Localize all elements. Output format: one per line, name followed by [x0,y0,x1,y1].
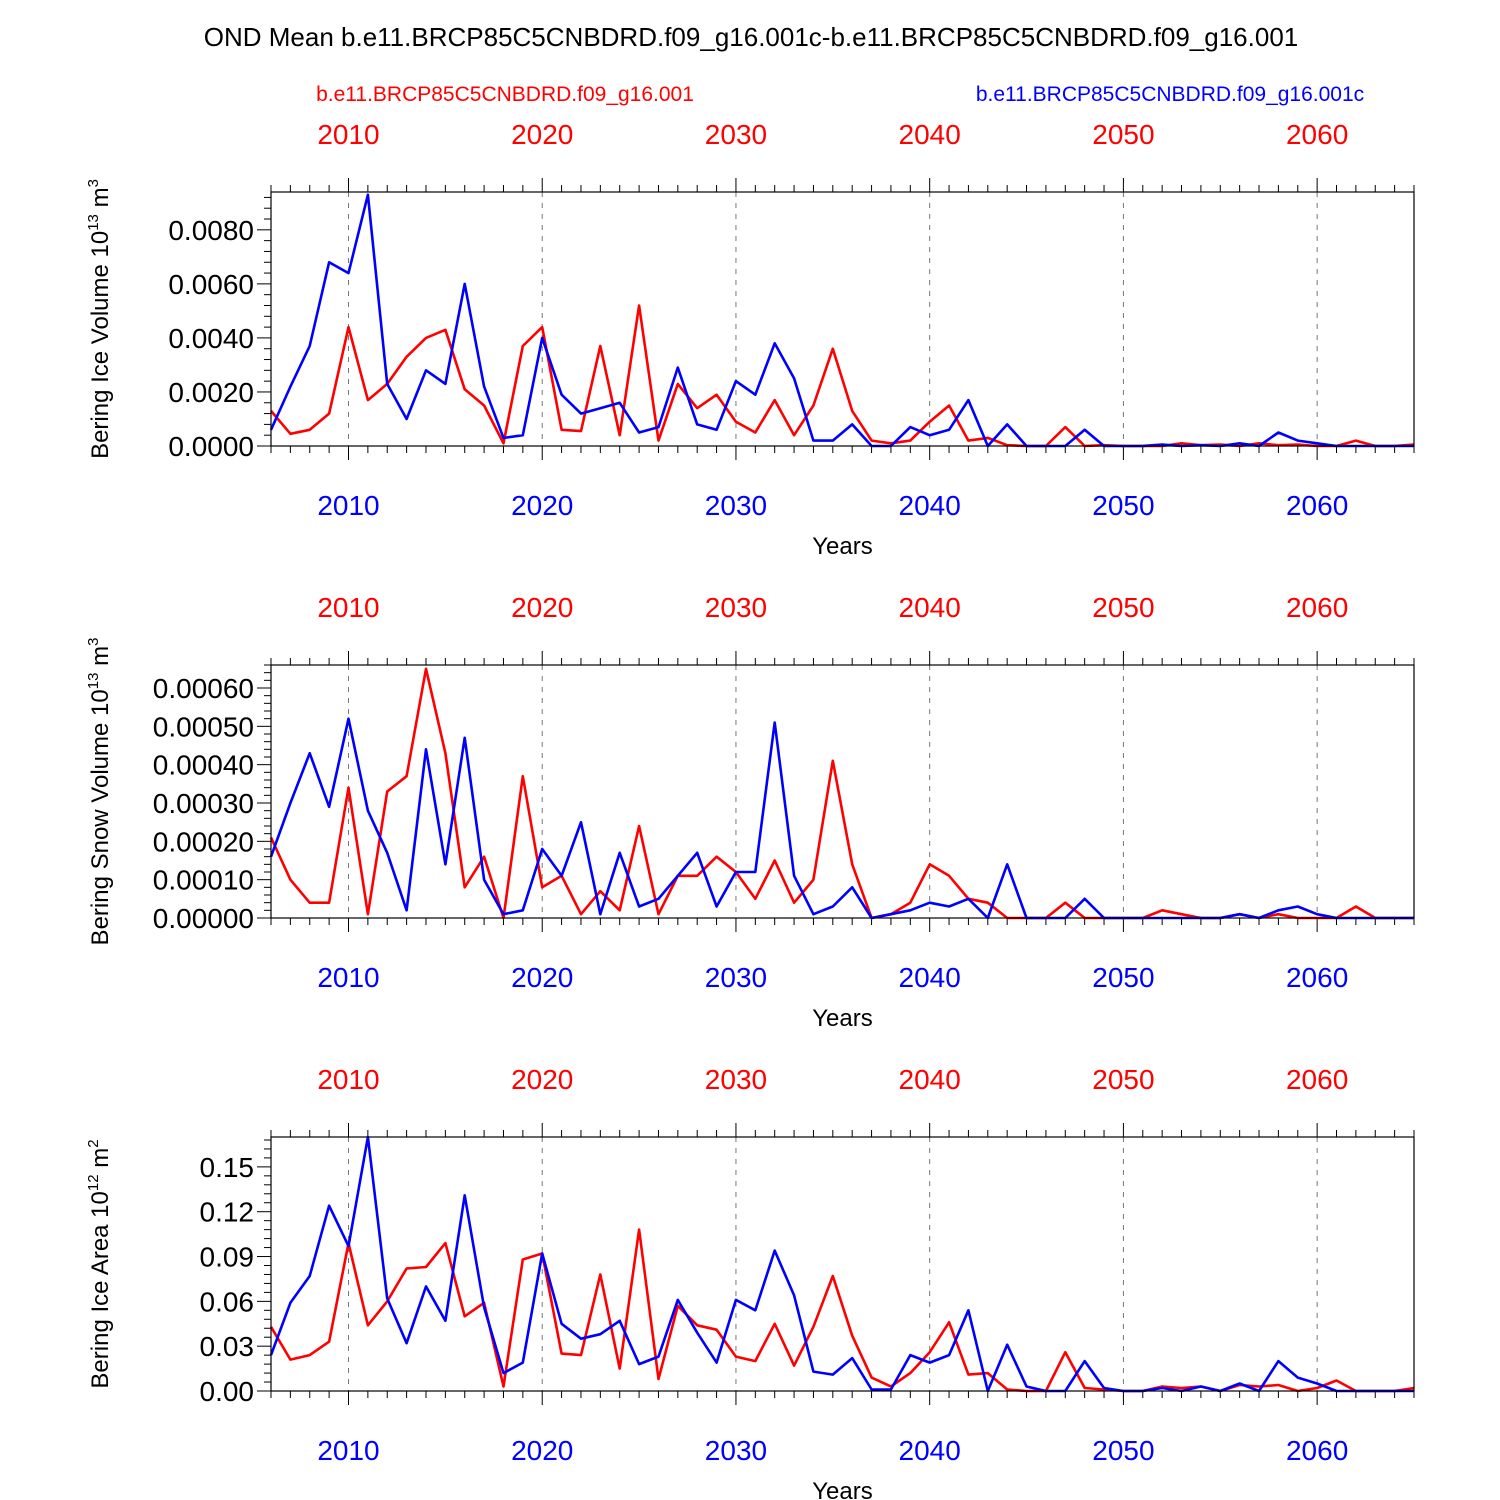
y-tick-label: 0.00020 [153,826,254,857]
panel-3: 0.00 0.03 0.06 0.09 0.12 0.15 2010 2010 2020 2020… [85,1064,1415,1500]
x-top-tick-label: 2040 [899,592,961,623]
x-bottom-tick-label: 2010 [317,1435,379,1466]
y-tick-label: 0.00050 [153,711,254,742]
series-line-blue [269,193,1414,448]
y-tick-label: 0.00030 [153,788,254,819]
x-bottom-tick-label: 2010 [317,962,379,993]
x-top-tick-label: 2020 [511,119,573,150]
panel-1: 0.0000 0.0020 0.0040 0.0060 0.0080 2010 2010 20… [85,119,1415,560]
y-tick-label: 0.00000 [153,903,254,934]
x-top-tick-label: 2010 [317,592,379,623]
y-tick-label: 0.15 [200,1152,255,1183]
x-bottom-tick-label: 2040 [899,1435,961,1466]
y-tick-label: 0.00060 [153,673,254,704]
y-axis-title: Bering Ice Volume 1013 m3 [85,179,114,459]
x-bottom-tick-label: 2050 [1092,490,1154,521]
y-tick-label: 0.0060 [168,269,254,300]
plot-frame [270,191,1415,447]
y-tick-label: 0.0080 [168,215,254,246]
x-bottom-tick-label: 2020 [511,962,573,993]
y-tick-label: 0.03 [200,1331,255,1362]
y-tick-label: 0.06 [200,1286,255,1317]
series-line-red [270,304,1415,448]
y-tick-label: 0.00040 [153,750,254,781]
x-bottom-tick-label: 2050 [1092,962,1154,993]
chart-title: OND Mean b.e11.BRCP85C5CNBDRD.f09_g16.00… [204,22,1299,52]
panel-2: 0.00000 0.00010 0.00020 0.00030 0.00040 0.000… [85,592,1415,1032]
plot-frame [270,664,1415,919]
x-top-tick-label: 2060 [1286,1064,1348,1095]
x-axis-title: Years [812,533,873,560]
x-bottom-tick-label: 2030 [705,490,767,521]
x-bottom-tick-label: 2060 [1286,490,1348,521]
y-axis-title: Bering Ice Area 1012 m2 [85,1139,114,1388]
x-top-tick-label: 2050 [1092,592,1154,623]
x-top-tick-label: 2020 [511,592,573,623]
x-top-tick-label: 2050 [1092,119,1154,150]
plot-frame [270,1136,1415,1392]
x-bottom-tick-label: 2020 [511,1435,573,1466]
x-top-tick-label: 2050 [1092,1064,1154,1095]
panels: 0.0000 0.0020 0.0040 0.0060 0.0080 2010 2010 20… [85,119,1415,1500]
x-top-tick-label: 2020 [511,1064,573,1095]
y-tick-label: 0.0000 [168,431,254,462]
x-bottom-tick-label: 2030 [705,962,767,993]
x-top-tick-label: 2040 [899,1064,961,1095]
y-tick-label: 0.0020 [168,377,254,408]
x-axis-title: Years [812,1478,873,1500]
y-tick-label: 0.09 [200,1242,255,1273]
y-tick-label: 0.0040 [168,323,254,354]
x-bottom-tick-label: 2050 [1092,1435,1154,1466]
series-line-blue [269,717,1414,920]
series-line-red [269,667,1414,920]
x-bottom-tick-label: 2020 [511,490,573,521]
y-tick-label: 0.12 [200,1197,255,1228]
x-bottom-tick-label: 2060 [1286,1435,1348,1466]
x-top-tick-label: 2060 [1286,592,1348,623]
x-top-tick-label: 2010 [317,1064,379,1095]
x-bottom-tick-label: 2010 [317,490,379,521]
series-line-blue [269,1135,1414,1393]
legend-red-label: b.e11.BRCP85C5CNBDRD.f09_g16.001 [316,83,694,106]
x-top-tick-label: 2030 [705,119,767,150]
x-top-tick-label: 2060 [1286,119,1348,150]
x-axis-title: Years [812,1005,873,1032]
x-bottom-tick-label: 2030 [705,1435,767,1466]
y-tick-label: 0.00010 [153,865,254,896]
y-tick-label: 0.00 [200,1376,255,1407]
x-bottom-tick-label: 2060 [1286,962,1348,993]
x-bottom-tick-label: 2040 [899,490,961,521]
x-bottom-tick-label: 2040 [899,962,961,993]
x-top-tick-label: 2030 [705,592,767,623]
x-top-tick-label: 2010 [317,119,379,150]
y-axis-title: Bering Snow Volume 1013 m3 [85,638,114,946]
legend-blue-label: b.e11.BRCP85C5CNBDRD.f09_g16.001c [976,83,1364,106]
x-top-tick-label: 2030 [705,1064,767,1095]
x-top-tick-label: 2040 [899,119,961,150]
